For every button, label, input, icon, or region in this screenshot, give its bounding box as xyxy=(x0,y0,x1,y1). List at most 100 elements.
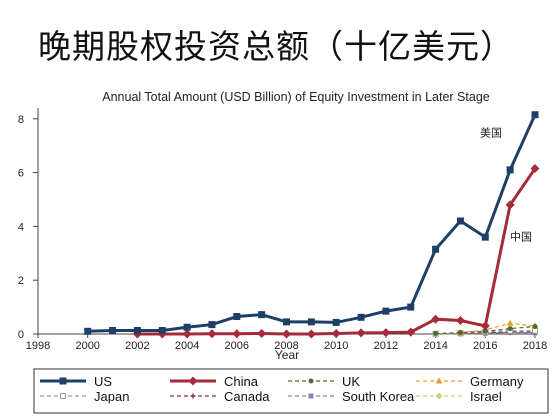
legend-label: US xyxy=(94,374,112,389)
legend-label: China xyxy=(224,374,259,389)
legend-item-japan: Japan xyxy=(40,389,129,404)
legend-label: Japan xyxy=(94,389,129,404)
legend-label: Germany xyxy=(470,374,524,389)
data-point-china xyxy=(431,314,441,324)
legend-item-china: China xyxy=(170,374,259,389)
data-point-us xyxy=(432,245,440,253)
legend-box xyxy=(33,368,549,414)
legend-label: Canada xyxy=(224,389,270,404)
legend-item-uk: UK xyxy=(288,374,360,389)
y-tick-label: 4 xyxy=(18,221,24,233)
data-point-us xyxy=(332,318,340,326)
x-axis-label: Year xyxy=(275,348,299,362)
data-point-uk xyxy=(433,330,439,336)
data-point-china xyxy=(282,329,291,339)
series-us xyxy=(84,111,539,335)
legend-swatch-marker xyxy=(308,378,314,384)
data-point-uk xyxy=(482,328,488,334)
chart-axes: 0 2 4 6 8 1998 2000 2002 2004 2006 2008 2010 2012 201… xyxy=(18,108,547,352)
data-point-china xyxy=(530,164,540,174)
legend-swatch-marker xyxy=(60,393,66,399)
legend-swatch-marker xyxy=(188,376,198,386)
legend-item-canada: Canada xyxy=(170,389,270,404)
x-tick-label: 2018 xyxy=(523,340,547,352)
chart-title: Annual Total Amount (USD Billion) of Equ… xyxy=(102,90,490,104)
data-point-us xyxy=(481,233,489,241)
y-tick-label: 8 xyxy=(18,114,24,126)
legend-item-us: US xyxy=(40,374,112,389)
data-point-china xyxy=(182,329,192,339)
annotation-us: 美国 xyxy=(480,127,502,140)
data-point-us xyxy=(283,318,290,326)
legend-label: UK xyxy=(342,374,360,389)
x-tick-label: 2006 xyxy=(225,340,249,352)
data-point-china xyxy=(207,329,217,339)
data-point-china xyxy=(406,327,416,337)
data-point-uk xyxy=(532,323,538,329)
data-point-china xyxy=(257,328,267,338)
slide-title: 晚期股权投资总额（十亿美元） xyxy=(38,27,514,66)
series-line-germany xyxy=(460,322,536,334)
data-point-us xyxy=(84,327,92,335)
x-tick-label: 2016 xyxy=(473,340,497,352)
data-point-china xyxy=(232,329,242,339)
data-point-uk xyxy=(507,326,513,332)
data-point-china xyxy=(455,316,465,326)
x-tick-label: 2000 xyxy=(75,340,99,352)
data-point-us xyxy=(531,111,539,119)
x-tick-label: 2002 xyxy=(125,340,149,352)
x-tick-label: 2012 xyxy=(374,340,398,352)
annotation-china: 中国 xyxy=(510,231,532,244)
data-point-china xyxy=(306,329,316,339)
data-point-us xyxy=(307,318,315,326)
chart-legend: US China UK Germany Japan Canada South Korea Is… xyxy=(33,368,549,414)
data-point-us xyxy=(109,327,117,335)
data-point-china xyxy=(505,200,515,210)
data-point-china xyxy=(331,328,341,338)
data-point-us xyxy=(183,323,191,331)
data-point-china xyxy=(356,328,366,338)
y-tick-label: 2 xyxy=(18,275,24,287)
legend-item-germany: Germany xyxy=(416,374,524,389)
data-point-us xyxy=(506,166,514,174)
legend-swatch-marker xyxy=(308,393,314,399)
legend-swatch-marker xyxy=(435,377,443,384)
data-point-japan xyxy=(532,327,538,334)
y-tick-label: 6 xyxy=(18,168,24,180)
chart-series xyxy=(84,111,540,339)
legend-label: Israel xyxy=(470,389,502,404)
series-uk xyxy=(433,323,538,336)
series-line-us xyxy=(87,114,537,333)
legend-label: South Korea xyxy=(342,389,415,404)
series-china xyxy=(132,164,540,339)
y-tick-label: 0 xyxy=(18,329,24,341)
legend-swatch-marker xyxy=(190,393,196,399)
data-point-us xyxy=(357,313,365,321)
data-point-us xyxy=(233,313,241,321)
data-point-us xyxy=(133,327,141,335)
data-point-china xyxy=(480,321,490,331)
series-line-south-korea xyxy=(460,331,536,335)
x-tick-label: 2004 xyxy=(175,340,199,352)
data-point-us xyxy=(258,311,266,319)
data-point-uk xyxy=(457,330,463,336)
series-south-korea xyxy=(457,329,538,337)
x-tick-label: 2014 xyxy=(423,340,447,352)
legend-item-south-korea: South Korea xyxy=(288,389,415,404)
data-point-china xyxy=(381,328,391,338)
data-point-us xyxy=(382,307,390,315)
data-point-us xyxy=(456,217,464,225)
x-tick-label: 2010 xyxy=(324,340,348,352)
x-tick-label: 2008 xyxy=(274,340,298,352)
series-line-china xyxy=(137,167,537,336)
data-point-us xyxy=(208,321,216,329)
data-point-germany xyxy=(506,319,514,326)
x-tick-label: 1998 xyxy=(26,340,50,352)
legend-item-israel: Israel xyxy=(416,389,502,404)
data-point-us xyxy=(407,303,415,311)
data-point-us xyxy=(158,327,166,335)
legend-swatch-marker xyxy=(435,392,443,400)
legend-swatch-marker xyxy=(59,377,67,385)
